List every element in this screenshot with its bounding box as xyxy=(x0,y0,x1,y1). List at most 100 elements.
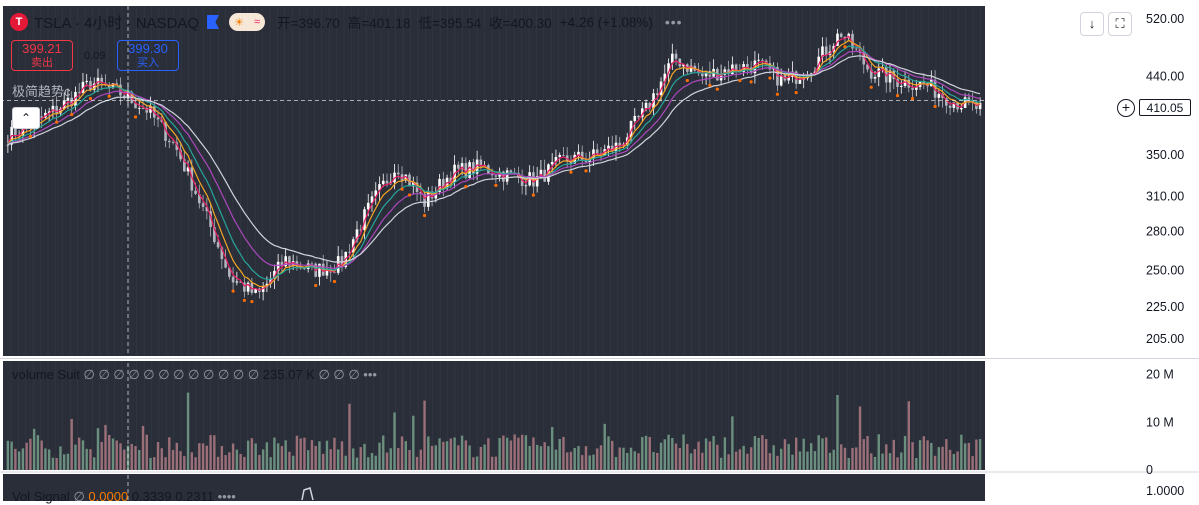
volume-bar xyxy=(460,435,464,470)
volume-bar xyxy=(960,434,963,470)
chevron-up-icon[interactable]: ⌃ xyxy=(12,107,40,129)
candle-body xyxy=(100,77,104,84)
volume-bar xyxy=(689,453,693,470)
add-alert-plus-icon[interactable]: + xyxy=(1117,99,1135,117)
candle-body xyxy=(92,83,96,90)
candle-body xyxy=(475,159,479,174)
volume-bar xyxy=(419,449,422,470)
volume-bar xyxy=(723,437,727,470)
candle-body xyxy=(175,142,179,150)
indicator-label[interactable]: 极简趋势c xyxy=(12,84,71,99)
fullscreen-icon[interactable]: ⛶ xyxy=(1108,12,1132,36)
volume-more-icon[interactable]: ••• xyxy=(363,367,377,382)
volume-bar xyxy=(603,423,606,470)
volume-bar xyxy=(926,440,929,470)
candle-body xyxy=(205,206,209,212)
session-indicator[interactable]: ☀ ≈ xyxy=(229,13,266,31)
candle-body xyxy=(671,53,674,64)
sell-button[interactable]: 399.21 卖出 xyxy=(11,40,73,71)
flag-icon[interactable] xyxy=(207,15,220,29)
volume-bar xyxy=(825,437,828,470)
candle-body xyxy=(74,91,77,106)
volume-bar xyxy=(17,451,21,470)
volume-bar xyxy=(577,446,580,470)
candle-body xyxy=(355,229,359,240)
volume-bar xyxy=(870,453,873,470)
volume-bar xyxy=(224,455,227,470)
candle-body xyxy=(866,64,869,70)
candle-body xyxy=(6,144,10,146)
signal-value-3: 0.2311 xyxy=(175,489,214,504)
candle-body xyxy=(472,162,475,174)
volume-bar xyxy=(731,416,734,470)
candle-body xyxy=(239,281,242,283)
signal-line xyxy=(301,487,314,501)
volume-bar xyxy=(438,438,441,470)
volume-bar xyxy=(108,434,111,470)
more-options-icon[interactable]: ••• xyxy=(664,14,683,30)
volume-bar xyxy=(149,457,152,470)
volume-bar xyxy=(753,436,757,470)
volume-bar xyxy=(385,452,389,470)
signal-pane-legend[interactable]: Vol Signal ∅ 0.0000 0.3339 0.2311 •••• xyxy=(12,489,236,505)
volume-bar xyxy=(900,452,903,470)
ma-line-white xyxy=(7,55,981,263)
signal-dot xyxy=(70,112,74,117)
volume-bar xyxy=(975,439,978,470)
candle-body xyxy=(524,185,528,187)
volume-bar xyxy=(445,441,449,470)
volume-bar xyxy=(719,457,723,470)
volume-bar xyxy=(378,442,381,470)
volume-bar xyxy=(907,401,910,470)
candle-body xyxy=(381,180,385,185)
candle-body xyxy=(419,191,423,194)
volume-bar xyxy=(434,445,438,470)
volume-bar xyxy=(479,446,483,470)
volume-bar xyxy=(216,456,220,470)
volume-bar xyxy=(74,444,77,470)
symbol-title[interactable]: TSLA · 4小时 · NASDAQ xyxy=(34,14,200,32)
buy-button[interactable]: 399.30 买入 xyxy=(117,40,179,71)
volume-bar xyxy=(708,441,712,470)
volume-bar xyxy=(14,448,17,470)
candle-body xyxy=(396,172,400,175)
signal-more-icon[interactable]: •••• xyxy=(217,489,236,504)
candle-body xyxy=(757,59,760,61)
candle-body xyxy=(967,97,971,101)
candle-body xyxy=(137,108,141,109)
candle-body xyxy=(640,108,644,118)
signal-dot xyxy=(775,92,780,96)
volume-bar xyxy=(21,448,25,470)
signal-dot xyxy=(133,115,138,119)
volume-bar xyxy=(66,453,70,470)
signal-value-2: 0.3339 xyxy=(131,489,172,504)
candle-body xyxy=(457,164,460,169)
volume-bar xyxy=(716,444,719,470)
signal-dot xyxy=(28,134,32,139)
volume-bar xyxy=(963,443,967,470)
volume-axis-tick: 0 xyxy=(1146,463,1153,477)
volume-bar xyxy=(423,400,426,470)
candle-body xyxy=(565,155,569,161)
download-icon[interactable]: ↓ xyxy=(1080,12,1104,36)
volume-bar xyxy=(704,438,708,470)
candle-body xyxy=(366,202,370,210)
volume-bar xyxy=(130,443,133,470)
candle-body xyxy=(727,69,730,75)
signal-dot xyxy=(422,213,427,218)
signal-dot xyxy=(494,183,498,187)
price-axis-tick: 225.00 xyxy=(1146,300,1184,314)
volume-bar xyxy=(29,438,32,470)
volume-bar xyxy=(453,437,456,470)
volume-bar xyxy=(566,452,569,470)
volume-bar xyxy=(562,436,565,470)
candle-body xyxy=(562,154,565,156)
candle-body xyxy=(678,58,682,67)
candle-body xyxy=(126,91,130,99)
volume-bar xyxy=(6,440,10,470)
volume-pane-legend[interactable]: volume Suit ∅ ∅ ∅ ∅ ∅ ∅ ∅ ∅ ∅ ∅ ∅ ∅ 235.… xyxy=(12,367,377,383)
volume-bar xyxy=(408,449,411,470)
chart-header: T TSLA · 4小时 · NASDAQ ☀ ≈ 开=396.70 高=401… xyxy=(10,10,683,34)
candle-body xyxy=(81,81,85,93)
